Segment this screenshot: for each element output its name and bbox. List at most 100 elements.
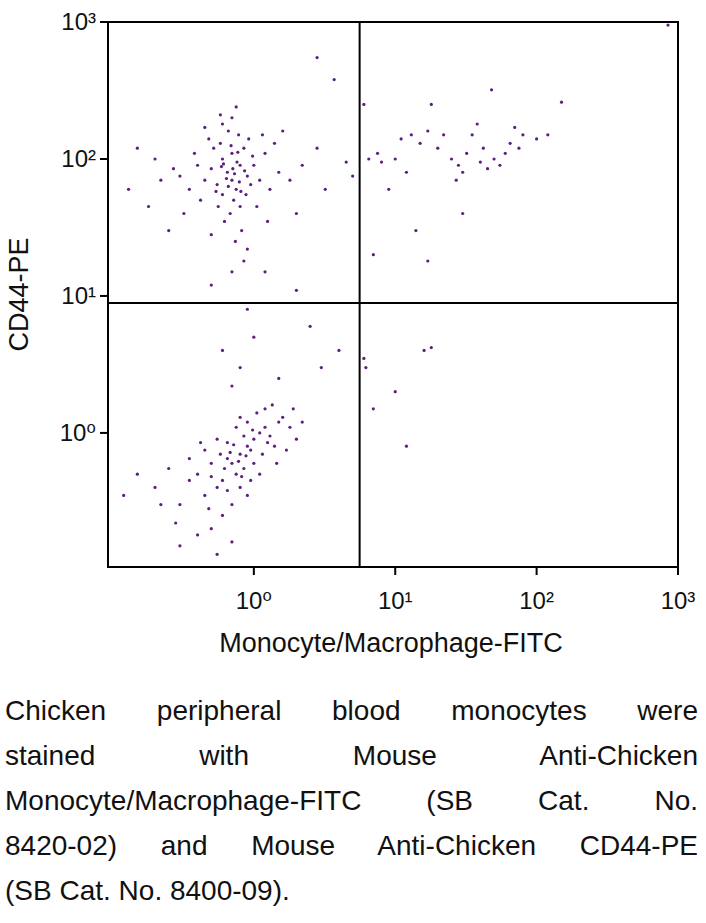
x-tick-label: 10³ — [661, 587, 696, 614]
point — [182, 212, 185, 215]
point — [243, 169, 246, 172]
point — [252, 336, 255, 339]
point — [230, 152, 233, 155]
point — [426, 129, 429, 132]
point — [199, 199, 202, 202]
point — [246, 247, 249, 250]
points — [122, 23, 670, 555]
point — [372, 407, 375, 410]
point — [178, 503, 181, 506]
point — [239, 486, 242, 489]
point — [271, 403, 274, 406]
point — [268, 434, 271, 437]
point — [203, 179, 206, 182]
point — [210, 527, 213, 530]
point — [196, 533, 199, 536]
point — [275, 462, 278, 465]
point — [235, 160, 238, 163]
point — [337, 349, 340, 352]
point — [455, 179, 458, 182]
point — [513, 126, 516, 129]
point — [178, 544, 181, 547]
point — [258, 473, 261, 476]
point — [235, 188, 238, 191]
point — [461, 171, 464, 174]
point — [246, 174, 249, 177]
point — [457, 164, 460, 167]
point — [210, 167, 213, 170]
point — [153, 157, 156, 160]
point — [362, 103, 365, 106]
y-tick — [100, 295, 108, 297]
point — [167, 467, 170, 470]
point — [167, 229, 170, 232]
point — [210, 462, 213, 465]
point — [230, 179, 233, 182]
point — [188, 457, 191, 460]
point — [235, 473, 238, 476]
point — [288, 426, 291, 429]
point — [246, 420, 249, 423]
point — [239, 164, 242, 167]
caption: Chicken peripheral blood monocytes weres… — [5, 688, 698, 913]
point — [479, 160, 482, 163]
point — [258, 431, 261, 434]
point — [239, 366, 242, 369]
point — [217, 205, 220, 208]
x-tick-label: 10² — [519, 587, 554, 614]
point — [295, 289, 298, 292]
point — [372, 253, 375, 256]
point — [159, 503, 162, 506]
point — [249, 479, 252, 482]
point — [546, 133, 549, 136]
point — [376, 152, 379, 155]
point — [295, 212, 298, 215]
point — [136, 147, 139, 150]
point — [255, 205, 258, 208]
point — [210, 475, 213, 478]
point — [221, 122, 224, 125]
point — [367, 157, 370, 160]
point — [263, 426, 266, 429]
point — [399, 137, 402, 140]
point — [430, 346, 433, 349]
point — [219, 142, 222, 145]
point — [207, 507, 210, 510]
point — [295, 438, 298, 441]
point — [242, 259, 245, 262]
x-axis-label: Monocyte/Macrophage-FITC — [219, 628, 563, 658]
point — [251, 428, 254, 431]
point — [387, 188, 390, 191]
point — [324, 188, 327, 191]
caption-line: stained with Mouse Anti-Chicken — [5, 733, 698, 778]
caption-line: 8420-02) and Mouse Anti-Chicken CD44-PE — [5, 823, 698, 868]
point — [333, 78, 336, 81]
point — [239, 453, 242, 456]
point — [394, 390, 397, 393]
point — [450, 157, 453, 160]
point — [216, 183, 219, 186]
caption-line: Monocyte/Macrophage-FITC (SB Cat. No. — [5, 778, 698, 823]
point — [226, 441, 229, 444]
x-tick-label: 10⁰ — [236, 587, 272, 614]
point — [422, 349, 425, 352]
y-axis-label: CD44-PE — [4, 237, 34, 351]
point — [288, 179, 291, 182]
y-tick-label: 10⁰ — [60, 419, 96, 446]
point — [246, 308, 249, 311]
point — [219, 453, 222, 456]
point — [535, 137, 538, 140]
x-tick — [253, 567, 255, 575]
point — [174, 521, 177, 524]
point — [221, 349, 224, 352]
point — [226, 171, 229, 174]
x-tick — [394, 567, 396, 575]
point — [232, 199, 235, 202]
point — [216, 486, 219, 489]
point — [230, 540, 233, 543]
point — [127, 188, 130, 191]
point — [203, 494, 206, 497]
point — [461, 212, 464, 215]
point — [221, 157, 224, 160]
point — [196, 164, 199, 167]
